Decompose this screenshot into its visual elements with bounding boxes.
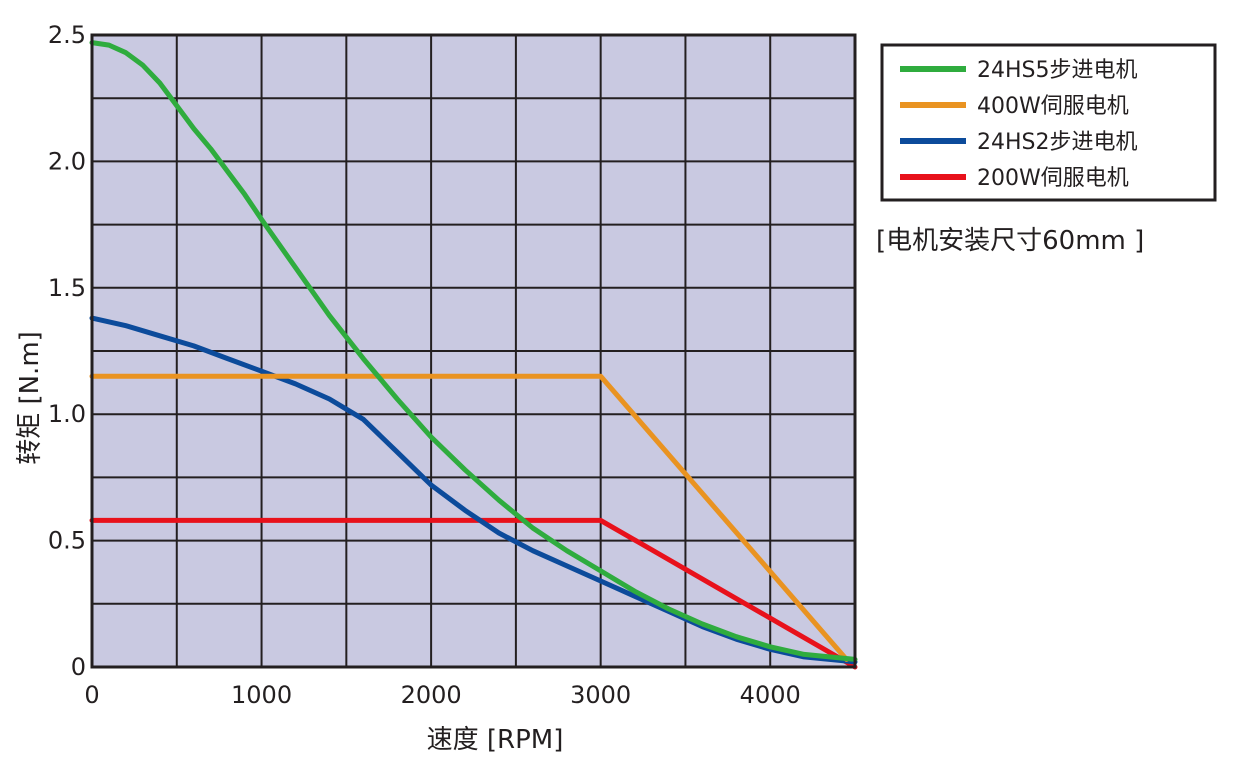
legend-label: 24HS5步进电机	[977, 58, 1138, 83]
x-tick-label: 3000	[570, 681, 631, 709]
plot-frame	[90, 33, 857, 669]
legend-label: 200W伺服电机	[977, 166, 1129, 191]
legend-label: 400W伺服电机	[977, 94, 1129, 119]
x-tick-label: 0	[84, 681, 99, 709]
y-tick-label: 0.5	[48, 527, 86, 555]
series-line-200w	[89, 517, 858, 670]
y-tick-label: 1.0	[48, 400, 86, 428]
legend-label: 24HS2步进电机	[977, 130, 1138, 155]
y-axis-label: 转矩 [N.m]	[15, 331, 45, 465]
x-axis-label: 速度 [RPM]	[427, 725, 564, 755]
x-tick-label: 2000	[401, 681, 462, 709]
series-lines	[89, 40, 858, 670]
y-tick-labels: 0 0.5 1.0 1.5 2.0 2.5	[48, 21, 86, 681]
legend: 24HS5步进电机 400W伺服电机 24HS2步进电机 200W伺服电机	[880, 43, 1217, 202]
x-tick-labels: 0 1000 2000 3000 4000	[84, 681, 800, 709]
series-line-400w	[89, 373, 849, 662]
y-tick-label: 2.5	[48, 21, 86, 49]
series-line-24hs5	[89, 40, 858, 662]
x-tick-label: 1000	[231, 681, 292, 709]
y-tick-label: 2.0	[48, 147, 86, 175]
y-tick-label: 0	[71, 653, 86, 681]
y-tick-label: 1.5	[48, 274, 86, 302]
mounting-size-note: [电机安装尺寸60mm ]	[876, 226, 1144, 256]
x-tick-label: 4000	[740, 681, 801, 709]
